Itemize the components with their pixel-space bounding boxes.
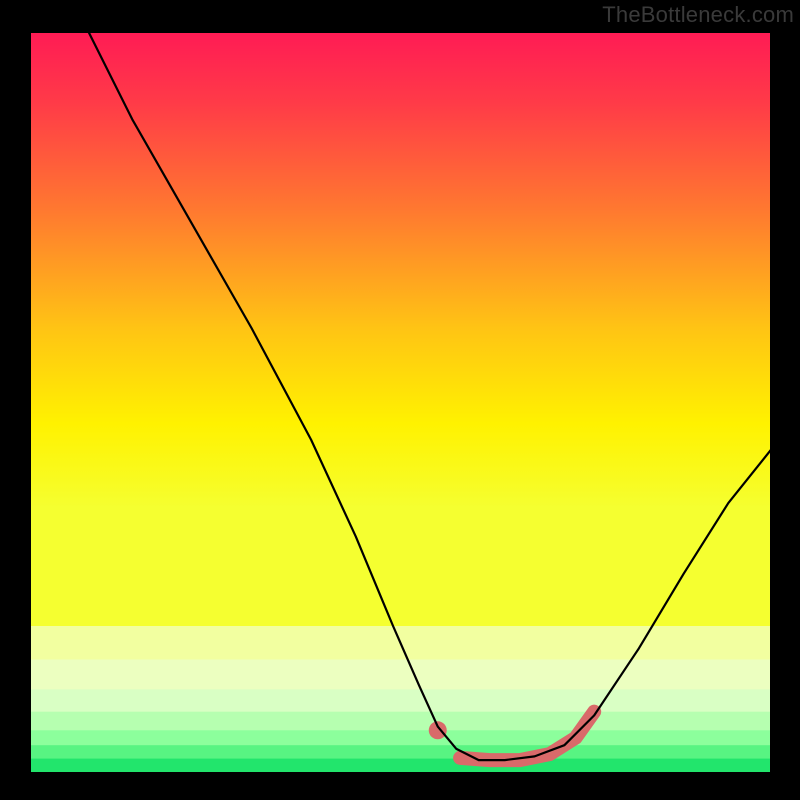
bottleneck-chart [28, 30, 773, 775]
bottleneck-chart-frame [28, 30, 773, 775]
watermark-text: TheBottleneck.com [602, 2, 794, 28]
